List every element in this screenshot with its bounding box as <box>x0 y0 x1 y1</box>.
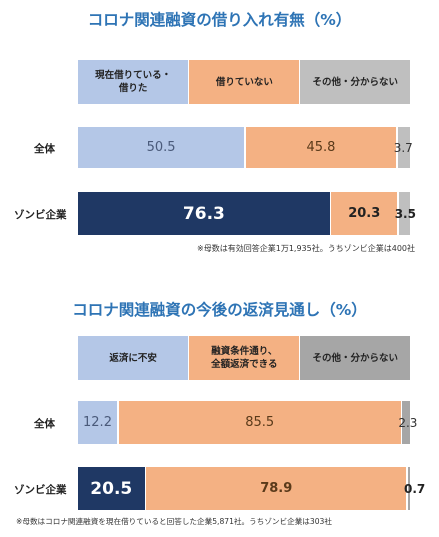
bar-value-label: 20.3 <box>348 206 381 221</box>
bar-value-label: 3.7 <box>393 140 413 155</box>
category-label: ゾンビ企業 <box>14 208 67 221</box>
category-label: 全体 <box>34 142 55 155</box>
category-label: ゾンビ企業 <box>14 483 67 496</box>
chart-title: コロナ関連融資の今後の返済見通し（%） <box>72 301 367 319</box>
legend-label-line: 返済に不安 <box>109 352 157 364</box>
legend-item-3: その他・分からない <box>300 336 410 380</box>
legend-item-2: 借りていない <box>189 60 300 104</box>
bar-value-label: 45.8 <box>306 140 336 155</box>
bar-value-label: 50.5 <box>146 140 176 155</box>
bar-segment: 20.5 <box>78 467 145 510</box>
legend-label-line: その他・分からない <box>312 76 398 88</box>
bar-value-label: 76.3 <box>182 203 225 224</box>
bar-segment: 0.7 <box>404 467 425 510</box>
legend-item-2: 融資条件通り、 全額返済できる <box>189 336 300 380</box>
chart-title: コロナ関連融資の借り入れ有無（%） <box>87 11 352 29</box>
legend-label: 融資条件通り、 全額返済できる <box>211 345 277 371</box>
legend-item-3: その他・分からない <box>300 60 410 104</box>
legend-label: 現在借りている・ 借りた <box>95 69 171 95</box>
bar-segment: 2.3 <box>398 401 417 444</box>
bar-value-label: 20.5 <box>90 478 133 499</box>
bar-segment: 76.3 <box>78 192 330 235</box>
legend-label-line: 融資条件通り、 <box>211 346 278 357</box>
bar-value-label: 3.5 <box>394 206 416 221</box>
bar-value-label: 12.2 <box>83 415 112 430</box>
bar-segment: 3.5 <box>395 192 416 235</box>
bar-value-label: 0.7 <box>404 481 426 496</box>
bar-segment: 45.8 <box>245 127 397 168</box>
bar-segment: 78.9 <box>146 467 407 510</box>
bar-segment: 50.5 <box>78 127 245 168</box>
bar-segment: 3.7 <box>394 127 413 168</box>
legend-label: 借りていない <box>216 76 273 89</box>
legend-label-line: 借りた <box>118 83 148 94</box>
legend-item-1: 現在借りている・ 借りた <box>78 60 189 104</box>
legend-label-line: 現在借りている・ <box>95 70 172 81</box>
legend-label: その他・分からない <box>312 76 398 89</box>
category-label: 全体 <box>34 417 55 430</box>
chart-repayment-outlook: コロナ関連融資の今後の返済見通し（%） 返済に不安 融資条件通り、 全額返済できる そ… <box>0 282 439 537</box>
bar-segment: 20.3 <box>331 192 398 235</box>
legend-label: 返済に不安 <box>109 352 157 365</box>
legend-label: その他・分からない <box>312 352 398 365</box>
chart-borrowing-status: コロナ関連融資の借り入れ有無（%） 現在借りている・ 借りた 借りていない その他・分… <box>0 0 439 268</box>
footnote: ※母数は有効回答企業1万1,935社。うちゾンビ企業は400社 <box>197 244 415 253</box>
bar-segment: 12.2 <box>78 401 117 444</box>
legend-label-line: その他・分からない <box>312 352 398 364</box>
bar-value-label: 85.5 <box>245 415 275 430</box>
bar-value-label: 78.9 <box>260 481 293 496</box>
bar-segment: 85.5 <box>118 401 401 444</box>
footnote: ※母数はコロナ関連融資を現在借りていると回答した企業5,871社。うちゾンビ企業… <box>16 517 332 526</box>
legend-label-line: 全額返済できる <box>211 359 278 370</box>
bar-value-label: 2.3 <box>398 415 418 430</box>
legend-item-1: 返済に不安 <box>78 336 189 380</box>
legend-label-line: 借りていない <box>215 76 273 88</box>
